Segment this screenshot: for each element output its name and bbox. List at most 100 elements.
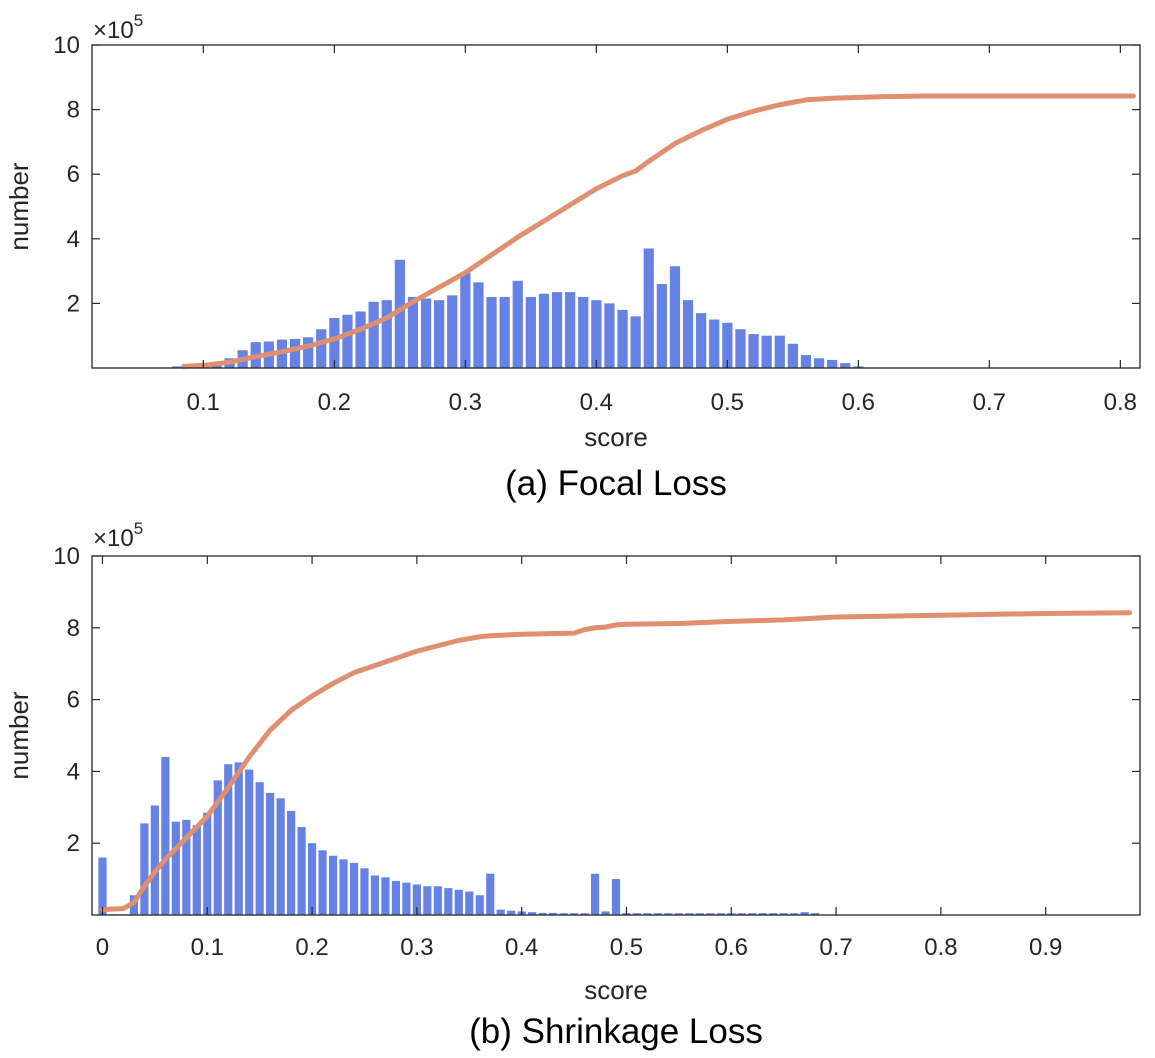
x-tick-label: 0.6 [842,389,875,416]
histogram-bar [444,888,453,915]
histogram-bar [696,313,707,368]
histogram-bar [549,912,558,915]
histogram-bar [172,366,183,368]
histogram-bar [203,812,212,915]
histogram-bar [182,819,191,915]
histogram-bar [630,316,641,368]
histogram-bar [171,821,180,915]
histogram-bar [287,810,296,915]
histogram-bar [643,248,654,368]
y-exponent-base: ×10 [93,525,134,552]
x-tick-label: 0.7 [819,934,852,961]
x-tick-label: 0.5 [610,934,643,961]
histogram-bar [674,913,683,915]
histogram-bar [578,296,589,368]
histogram-bar [140,823,149,915]
histogram-bar [601,911,610,915]
histogram-bar [307,843,317,915]
histogram-bar [643,913,652,915]
histogram-bar [381,877,390,915]
histogram-bar [434,300,445,368]
y-axis-label: number [4,162,34,250]
histogram-bar [381,300,392,368]
axes-box [91,44,1141,369]
chart-caption: (a) Focal Loss [505,464,727,503]
histogram-bar [486,296,497,368]
histogram-bar [496,909,505,915]
histogram-bar [811,913,820,915]
histogram-bar [192,825,201,915]
histogram-bar [289,338,301,368]
histogram-bar [339,859,348,915]
histogram-bar [769,913,778,915]
x-tick-label: 0.9 [1029,934,1062,961]
histogram-bar [737,913,746,915]
histogram-bar [266,792,275,915]
histogram-bar [709,319,720,368]
y-tick-label: 4 [67,758,80,785]
histogram-bar [656,284,667,368]
chart-caption: (b) Shrinkage Loss [469,1012,763,1051]
histogram-bar [722,322,733,368]
x-tick-label: 0.6 [715,934,748,961]
histogram-bar [303,337,314,368]
histogram-bar [318,850,327,915]
x-axis-label: score [584,975,648,1005]
histogram-bar [551,292,563,368]
histogram-bar [460,272,471,368]
x-axis-label: score [584,422,648,452]
histogram-bar [391,880,400,915]
histogram-bar [342,314,353,368]
histogram-bar [150,805,159,915]
histogram-bar [664,913,673,915]
histogram-bars [158,248,864,368]
histogram-bar [407,296,419,368]
histogram-bar [748,913,757,915]
histogram-bar [840,363,851,368]
histogram-bar [787,343,798,368]
y-tick-label: 8 [67,615,80,642]
histogram-bar [465,891,474,915]
y-tick-label: 8 [67,97,80,124]
cumulative-line [181,93,1136,369]
histogram-bar [255,782,264,915]
x-tick-label: 0.3 [400,934,433,961]
x-tick-label: 0.2 [318,389,351,416]
histogram-bar [604,303,615,368]
histogram-bar [276,798,285,915]
histogram-bar [349,862,359,915]
histogram-bar [580,913,589,915]
histogram-bar [653,913,662,915]
histogram-bar [800,355,812,368]
y-exponent-power: 5 [134,519,143,538]
histogram-bar [355,311,366,368]
histogram-bar [447,295,458,368]
y-tick-label: 2 [67,830,80,857]
histogram-bar [748,334,759,368]
x-tick-label: 0.4 [505,934,538,961]
histogram-bar [790,913,799,915]
histogram-bar [617,309,628,368]
histogram-bar [224,764,233,915]
histogram-bar [682,300,694,368]
histogram-bar [591,300,602,368]
histogram-bar [525,296,536,368]
y-tick-label: 4 [67,226,80,253]
histogram-bar [245,769,254,915]
histogram-bar [297,827,306,915]
histogram-bar [632,913,642,915]
histogram-bar [486,873,495,915]
y-exponent-base: ×10 [93,17,134,44]
histogram-bar [565,292,576,368]
y-exponent-power: 5 [134,11,143,30]
histogram-bar [370,875,380,915]
x-tick-label: 0.7 [973,389,1006,416]
histogram-bar [328,855,338,915]
histogram-bar [611,879,621,915]
histogram-bar [758,913,767,915]
chart-focal-loss: 0.1 0.2 0.3 0.4 0.5 0.6 0.7 0.8 2 4 6 8 10 ×105 score n… [4,11,1141,503]
axes-box [91,555,1141,916]
histogram-bar [394,259,405,368]
histogram-bar [827,359,838,368]
